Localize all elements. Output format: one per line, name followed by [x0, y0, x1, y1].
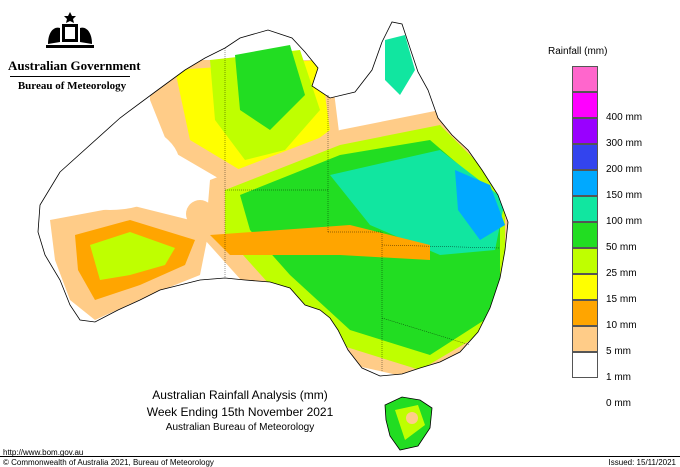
legend-swatch: [572, 274, 598, 300]
tasmania-dry-patch: [406, 412, 418, 424]
map-period: Week Ending 15th November 2021: [146, 405, 334, 419]
legend-label: 400 mm: [606, 112, 643, 123]
legend-swatch: [572, 66, 598, 92]
legend-swatch: [572, 118, 598, 144]
border-qld-nsw: [381, 244, 501, 249]
legend-swatch: [572, 92, 598, 118]
zone-qld-hundred: [455, 170, 505, 240]
legend-swatch: [572, 144, 598, 170]
zone-isolated-shower: [186, 200, 214, 228]
map-source: Australian Bureau of Meteorology: [165, 422, 315, 433]
legend-label: 15 mm: [606, 294, 637, 305]
copyright-notice: © Commonwealth of Australia 2021, Bureau…: [3, 458, 214, 467]
tasmania-coastline: [384, 396, 433, 451]
legend-swatch: [572, 326, 598, 352]
zone-cape-fifty: [385, 35, 415, 95]
map-title: Australian Rainfall Analysis (mm): [152, 388, 328, 402]
legend-swatch: [572, 222, 598, 248]
commonwealth-coat-of-arms-icon: [46, 12, 94, 48]
zone-central-dry: [210, 225, 430, 260]
legend-title: Rainfall (mm): [548, 46, 608, 57]
legend-swatch: [572, 352, 598, 378]
legend-label: 300 mm: [606, 138, 643, 149]
legend-swatch: [572, 196, 598, 222]
border-nsw-vic: [381, 317, 471, 346]
mainland-coastline: [37, 21, 509, 377]
legend-swatch: [572, 300, 598, 326]
legend-label: 5 mm: [606, 346, 631, 357]
legend-label: 10 mm: [606, 320, 637, 331]
government-title: Australian Government: [8, 58, 141, 73]
legend-label: 100 mm: [606, 216, 643, 227]
legend-swatch: [572, 248, 598, 274]
legend-label: 0 mm: [606, 398, 631, 409]
state-borders: [224, 48, 501, 372]
footer-divider: [0, 456, 680, 457]
bureau-title: Bureau of Meteorology: [17, 80, 127, 92]
legend-label: 1 mm: [606, 372, 631, 383]
zone-north-heavy: [235, 45, 305, 130]
legend-label: 50 mm: [606, 242, 637, 253]
issued-date: Issued: 15/11/2021: [608, 458, 676, 467]
legend-swatch: [572, 170, 598, 196]
zone-wa-wet: [90, 232, 175, 280]
legend-label: 150 mm: [606, 190, 643, 201]
header-divider: [10, 76, 130, 77]
zone-western-desert-dry: [40, 120, 180, 210]
legend-label: 200 mm: [606, 164, 643, 175]
legend-label: 25 mm: [606, 268, 637, 279]
tasmania-rainfall-layer: [385, 397, 432, 450]
bom-url-link[interactable]: http://www.bom.gov.au: [3, 448, 84, 457]
